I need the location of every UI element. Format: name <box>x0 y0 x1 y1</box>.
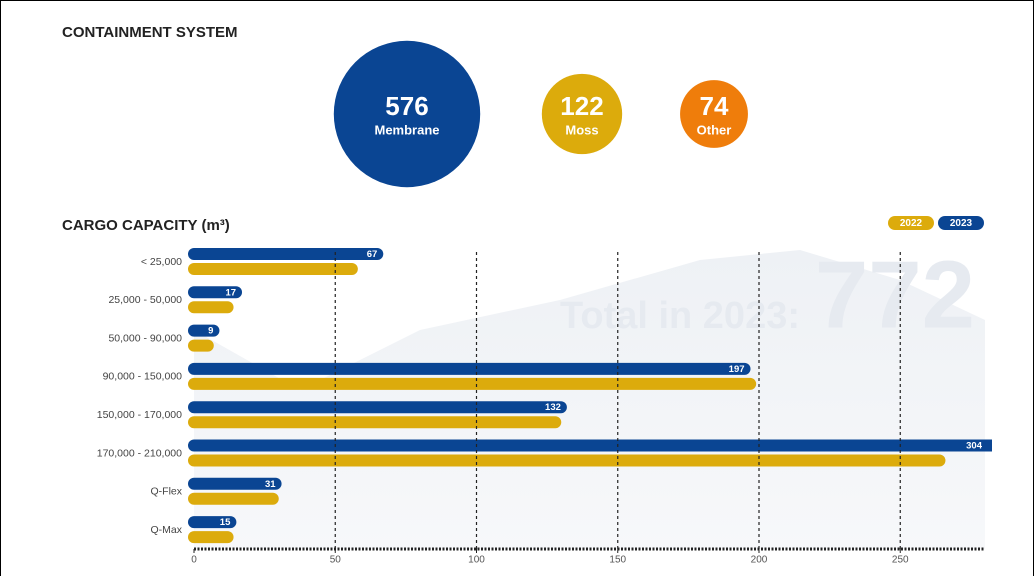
bubble-value: 122 <box>560 91 603 121</box>
bar <box>188 324 220 337</box>
y-tick-label: < 25,000 <box>141 256 182 268</box>
bar-value-label: 304 <box>966 441 983 452</box>
bar <box>188 362 751 375</box>
section-title: CONTAINMENT SYSTEM <box>62 24 238 41</box>
background-shape <box>194 250 985 549</box>
y-tick-label: 90,000 - 150,000 <box>103 371 183 383</box>
bubble <box>333 40 481 188</box>
bar <box>188 516 237 529</box>
watermark-total: 772 <box>815 241 975 348</box>
x-tick-label: 250 <box>892 555 909 566</box>
bar-value-label: 132 <box>545 402 561 413</box>
bubble-label: Membrane <box>374 122 439 137</box>
section-title: CARGO CAPACITY (m³) <box>62 217 230 234</box>
bar <box>188 377 757 390</box>
x-tick-label: 150 <box>609 555 626 566</box>
bar <box>188 531 234 544</box>
bar <box>188 454 946 467</box>
bar-value-label: 31 <box>265 479 276 490</box>
bubble-label: Other <box>697 122 732 137</box>
y-tick-label: 50,000 - 90,000 <box>108 332 182 344</box>
bar <box>188 263 358 275</box>
bubble <box>680 80 748 148</box>
x-tick-label: 0 <box>191 555 197 566</box>
y-tick-label: Q-Max <box>151 524 183 536</box>
y-tick-label: 150,000 - 170,000 <box>97 409 182 421</box>
bubble-value: 576 <box>385 91 428 121</box>
bar <box>188 301 234 314</box>
y-tick-label: Q-Flex <box>151 486 183 498</box>
legend-label: 2022 <box>900 218 923 229</box>
x-tick-label: 50 <box>330 555 342 566</box>
bubble <box>541 73 623 155</box>
bar <box>188 248 384 260</box>
y-tick-label: 25,000 - 50,000 <box>108 294 182 306</box>
bubble-label: Moss <box>565 122 598 137</box>
bar-value-label: 197 <box>729 364 745 375</box>
watermark-label: Total in 2023: <box>560 295 800 337</box>
bar-value-label: 15 <box>220 517 231 528</box>
bar-value-label: 9 <box>208 326 213 337</box>
bar <box>188 477 282 490</box>
y-tick-label: 170,000 - 210,000 <box>97 447 182 459</box>
bubble-value: 74 <box>700 91 729 121</box>
x-tick-label: 200 <box>751 555 768 566</box>
legend-label: 2023 <box>950 218 973 229</box>
bar <box>188 401 567 414</box>
bar <box>188 339 214 352</box>
bar-value-label: 67 <box>367 249 378 260</box>
legend-swatch <box>938 216 984 230</box>
legend-swatch <box>888 216 934 230</box>
bar <box>188 492 279 505</box>
x-tick-label: 100 <box>468 555 485 566</box>
bar <box>188 286 243 299</box>
bar <box>188 416 562 429</box>
bar-value-label: 17 <box>225 287 236 298</box>
plot: 67 17 9 197 132 304 31 15 <box>188 248 992 544</box>
bar <box>188 439 992 452</box>
